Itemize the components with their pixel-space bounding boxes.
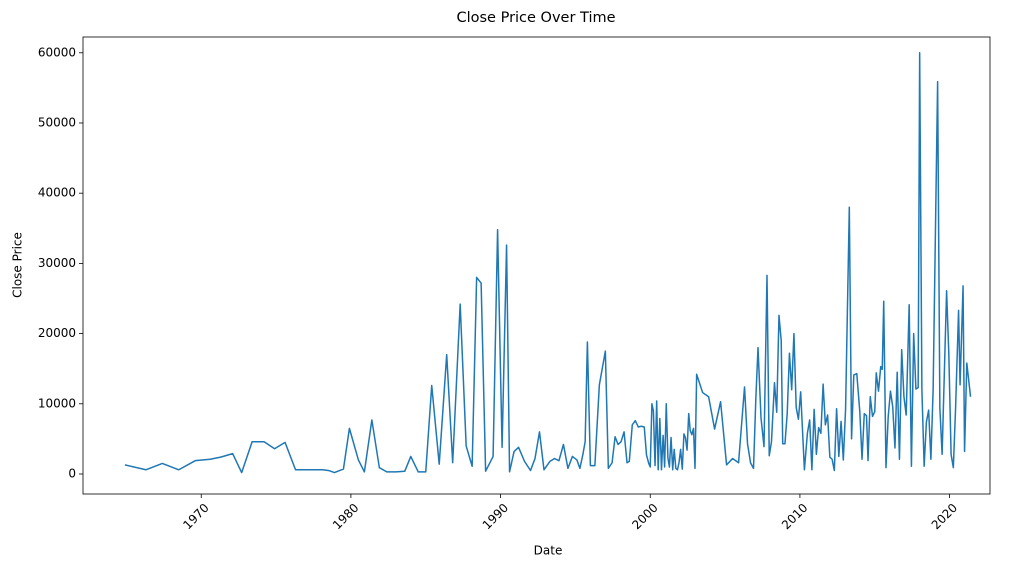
plot-frame	[82, 36, 991, 495]
y-tick-label: 10000	[38, 396, 76, 410]
x-tick-label: 2000	[629, 501, 660, 532]
x-tick-label: 1970	[180, 501, 211, 532]
x-tick-label: 1980	[330, 501, 361, 532]
y-tick-label: 50000	[38, 115, 76, 129]
chart-title: Close Price Over Time	[456, 10, 615, 26]
y-tick-label: 30000	[38, 256, 76, 270]
y-tick-label: 20000	[38, 326, 76, 340]
x-tick-label: 1990	[480, 501, 511, 532]
x-tick-label: 2010	[779, 501, 810, 532]
x-axis-label: Date	[534, 544, 563, 558]
y-axis-label: Close Price	[11, 232, 25, 298]
price-line	[124, 52, 972, 474]
x-tick-label: 2020	[929, 501, 960, 532]
y-tick-label: 60000	[38, 45, 76, 59]
y-tick-label: 40000	[38, 186, 76, 200]
y-tick-label: 0	[68, 466, 76, 480]
